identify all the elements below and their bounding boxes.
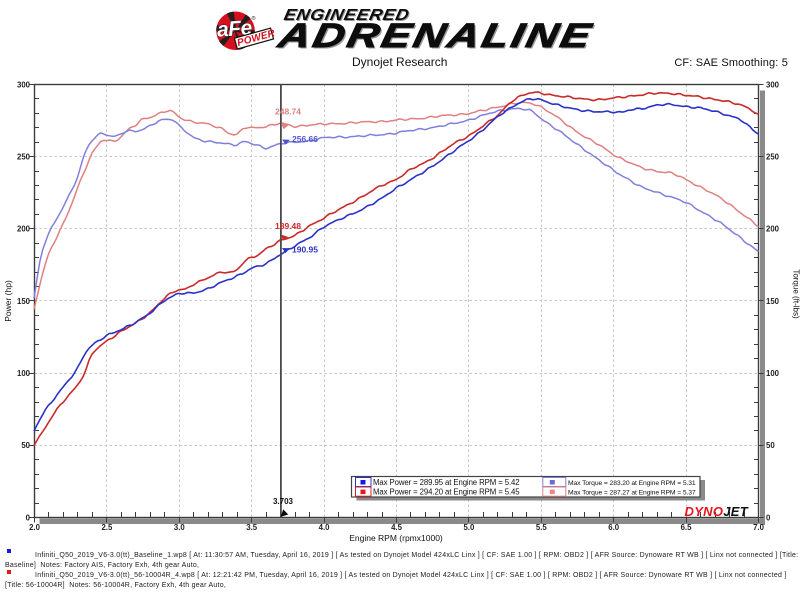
svg-text:3.0: 3.0 xyxy=(174,523,186,532)
svg-text:200: 200 xyxy=(766,225,780,234)
svg-text:50: 50 xyxy=(21,441,30,450)
svg-text:0: 0 xyxy=(26,513,31,522)
svg-text:4.0: 4.0 xyxy=(319,523,331,532)
svg-text:189.48: 189.48 xyxy=(275,221,301,231)
svg-text:Engine RPM (rpmx1000): Engine RPM (rpmx1000) xyxy=(349,533,443,543)
svg-text:190.95: 190.95 xyxy=(292,245,318,255)
svg-text:150: 150 xyxy=(766,297,780,306)
svg-text:3.5: 3.5 xyxy=(246,523,258,532)
svg-text:200: 200 xyxy=(17,225,31,234)
svg-text:Torque (ft-lbs): Torque (ft-lbs) xyxy=(792,269,800,319)
svg-text:3.703: 3.703 xyxy=(273,497,294,506)
svg-text:300: 300 xyxy=(17,80,31,89)
svg-text:DYNOJET: DYNOJET xyxy=(685,504,749,519)
svg-text:4.5: 4.5 xyxy=(391,523,403,532)
svg-text:Max Torque = 283.20 at Engine: Max Torque = 283.20 at Engine RPM = 5.31 xyxy=(568,480,696,487)
svg-text:100: 100 xyxy=(17,369,31,378)
svg-text:2.5: 2.5 xyxy=(101,523,113,532)
svg-text:2.0: 2.0 xyxy=(29,523,41,532)
svg-text:5.0: 5.0 xyxy=(463,523,475,532)
svg-text:250: 250 xyxy=(766,153,780,162)
svg-text:300: 300 xyxy=(766,80,780,89)
svg-text:Max Power = 294.20 at Engine R: Max Power = 294.20 at Engine RPM = 5.45 xyxy=(373,487,520,496)
svg-text:Max Power = 289.95 at Engine R: Max Power = 289.95 at Engine RPM = 5.42 xyxy=(373,478,520,487)
svg-text:248.74: 248.74 xyxy=(275,107,301,117)
svg-text:®: ® xyxy=(252,15,256,22)
svg-text:0: 0 xyxy=(766,513,771,522)
svg-text:100: 100 xyxy=(766,369,780,378)
svg-text:256.66: 256.66 xyxy=(292,134,318,144)
svg-text:250: 250 xyxy=(17,153,31,162)
svg-text:5.5: 5.5 xyxy=(536,523,548,532)
svg-text:50: 50 xyxy=(766,441,775,450)
svg-text:6.5: 6.5 xyxy=(681,523,693,532)
svg-text:7.0: 7.0 xyxy=(753,523,765,532)
svg-text:Power (hp): Power (hp) xyxy=(3,280,13,322)
svg-text:150: 150 xyxy=(17,297,31,306)
svg-text:6.0: 6.0 xyxy=(608,523,620,532)
svg-text:Max Torque = 287.27 at Engine: Max Torque = 287.27 at Engine RPM = 5.37 xyxy=(568,489,696,496)
